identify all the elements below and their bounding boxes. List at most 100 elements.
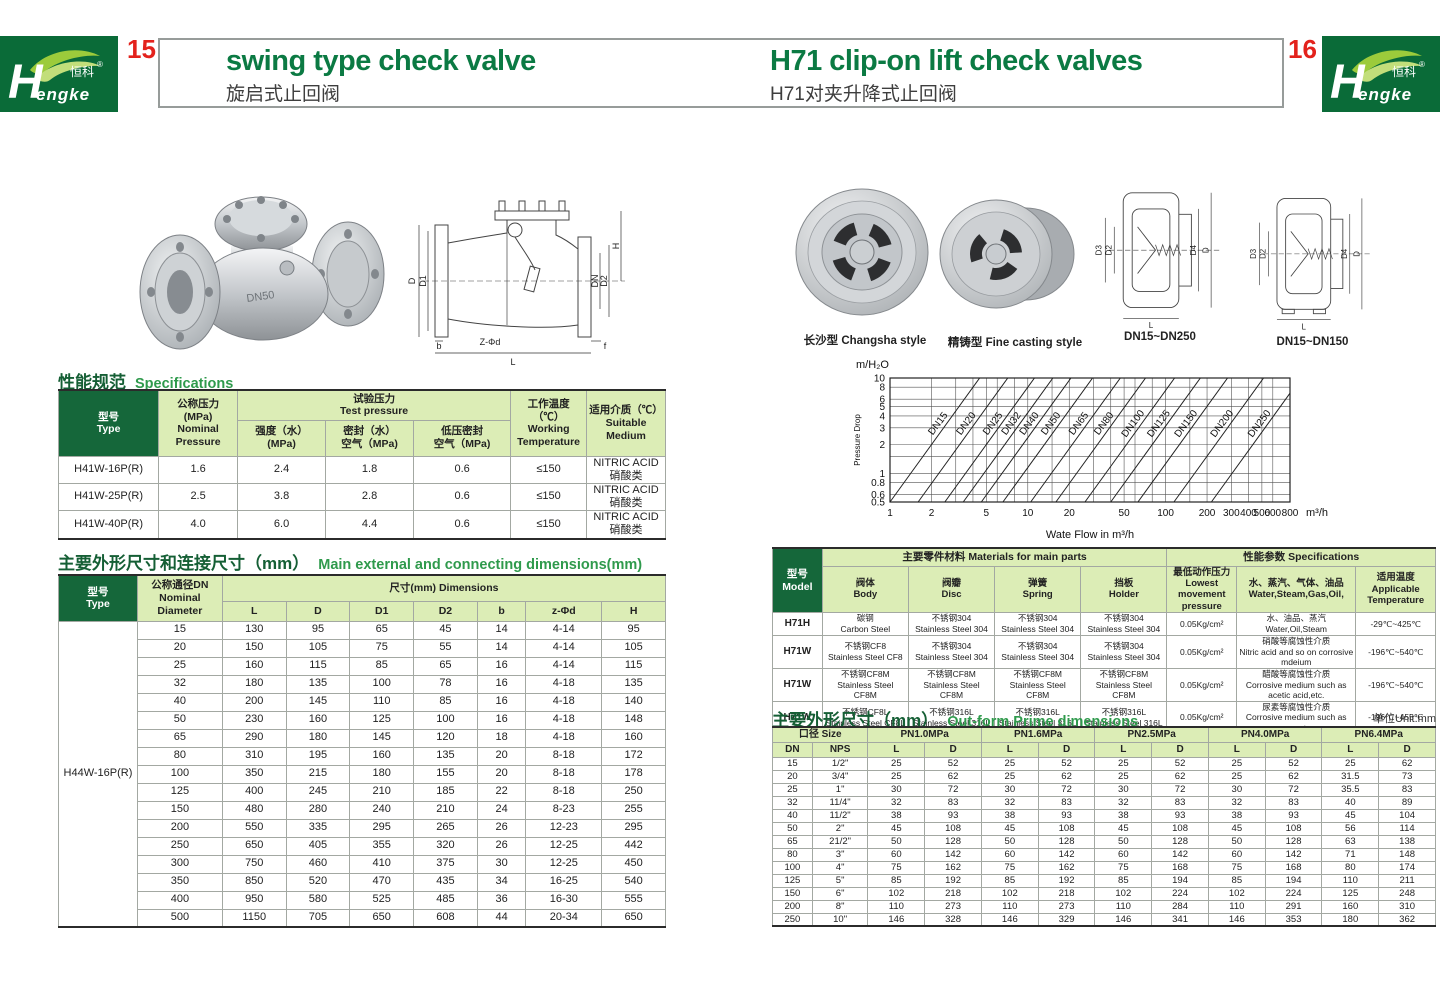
header-cell: 工作温度（℃） Working Temperature	[510, 389, 588, 457]
cell: 328	[924, 912, 982, 927]
cell: 34	[476, 872, 527, 892]
cell: 520	[285, 872, 351, 892]
cell: 485	[413, 890, 478, 910]
cell: 1.8	[325, 455, 415, 484]
cell: 108	[1151, 821, 1209, 836]
cell: 38	[1207, 808, 1266, 823]
cell: 470	[349, 872, 415, 892]
photo-caption-changsha: 长沙型 Changsha style	[803, 335, 927, 347]
header-cell: L	[1321, 741, 1380, 758]
cell: 450	[601, 854, 666, 874]
cell: 146	[1094, 912, 1153, 927]
cell: 52	[1037, 756, 1096, 771]
header-row: L D D1 D2 b z-Φd H	[59, 600, 666, 622]
header-cell: H	[601, 600, 666, 622]
header-cell: 强度（水） (MPa)	[237, 419, 327, 457]
cell: 不锈钢304 Stainless Steel 304	[994, 635, 1082, 669]
cell: 72	[924, 782, 982, 797]
cell: 295	[601, 818, 666, 838]
x-tick-label: 800	[1282, 508, 1299, 519]
x-tick-label: 300	[1223, 508, 1240, 519]
cell: 0.05Kg/cm²	[1166, 635, 1238, 669]
cell: 104	[1378, 808, 1436, 823]
cell: 120	[413, 728, 478, 748]
unit-note: 单位Unit:mm	[1373, 713, 1436, 725]
cell: 148	[601, 710, 666, 730]
cell: 125	[349, 710, 415, 730]
header-cell: PN6.4MPa	[1321, 726, 1436, 743]
cell: 60	[1207, 847, 1266, 862]
cell: 32	[980, 795, 1039, 810]
x-tick-label: 400	[1240, 508, 1257, 519]
header-cell: 适用介质（℃） Suitable Medium	[586, 389, 666, 457]
cell: 160	[1321, 899, 1380, 914]
cell: 180	[349, 764, 415, 784]
y-tick-label: 4	[879, 411, 885, 422]
header-cell: 密封（水） 空气（MPa)	[325, 419, 415, 457]
cell: 32	[1094, 795, 1153, 810]
cell: 52	[1151, 756, 1209, 771]
cell: 21/2"	[811, 834, 869, 849]
cell: 不锈钢304 Stainless Steel 304	[907, 612, 996, 637]
cell: 140	[601, 692, 666, 712]
x-tick-label: 5	[984, 508, 990, 519]
cell: 65	[413, 656, 478, 676]
cell: 45	[1094, 821, 1153, 836]
cell: 114	[1378, 821, 1436, 836]
header-cell: NPS	[811, 741, 869, 758]
cell: 148	[1378, 847, 1436, 862]
cell: 4-18	[525, 728, 603, 748]
header-cell: 公称压力 (MPa) Nominal Pressure	[158, 389, 239, 457]
cell: 0.6	[413, 510, 512, 540]
cell: 155	[413, 764, 478, 784]
materials-table: 型号 Model 主要零件材料 Materials for main parts 性…	[772, 547, 1436, 736]
cell: 25	[1094, 756, 1153, 771]
cell: 5"	[811, 873, 869, 888]
drawing-caption-1: DN15~DN250	[1124, 331, 1196, 343]
table-row: 40 11/2" 38 93 38 93 38 93 38 93 45 104	[772, 808, 1436, 823]
cell: 50	[772, 821, 813, 836]
cell: 102	[1094, 886, 1153, 901]
svg-text:D2: D2	[1259, 249, 1268, 259]
hengke-logo-left: H 恒科 ® engke	[0, 36, 118, 112]
cell: 125	[772, 873, 813, 888]
cell: 72	[1151, 782, 1209, 797]
cell: 11/4"	[811, 795, 869, 810]
cell: 0.05Kg/cm²	[1166, 667, 1238, 702]
dim-label-b: b	[436, 341, 441, 351]
cell: 不锈钢CF8M Stainless Steel CF8M	[1080, 667, 1168, 702]
cell: 250	[772, 912, 813, 927]
cell: 273	[1037, 899, 1096, 914]
y-tick-label: 8	[879, 383, 885, 394]
swing-check-valve-photo: DN50	[139, 196, 385, 350]
cell: 63	[1321, 834, 1380, 849]
cell: 100	[349, 674, 415, 694]
cell: 65	[349, 620, 415, 640]
cell: 100	[413, 710, 478, 730]
cell: 211	[1378, 873, 1436, 888]
cell: 2.8	[325, 482, 415, 512]
cell: 353	[1264, 912, 1323, 927]
table-row: 20 150 105 75 55 14 4-14 105	[59, 638, 666, 658]
header-row: 强度（水） (MPa) 密封（水） 空气（MPa) 低压密封 空气（MPa)	[59, 419, 666, 457]
cell: 135	[601, 674, 666, 694]
cell: 110	[980, 899, 1039, 914]
cell: 128	[924, 834, 982, 849]
table-row: 40 200 145 110 85 16 4-18 140	[59, 692, 666, 712]
cell: ≤150	[510, 510, 588, 540]
svg-text:engke: engke	[1358, 85, 1412, 104]
cell: 30	[476, 854, 527, 874]
cell: 85	[980, 873, 1039, 888]
x-tick-label: 200	[1199, 508, 1216, 519]
header-cell: 最低动作压力 Lowest movement pressure	[1166, 565, 1238, 614]
header-cell: D	[1378, 741, 1436, 758]
cell: 14	[476, 638, 527, 658]
cell: 75	[980, 860, 1039, 875]
cell: 110	[349, 692, 415, 712]
table-row: 125 5" 85 192 85 192 85 194 85 194 110 211	[772, 873, 1436, 888]
x-tick-label: 10	[1022, 508, 1034, 519]
svg-text:D: D	[1352, 251, 1361, 257]
table-row: 25 160 115 85 65 16 4-14 115	[59, 656, 666, 676]
